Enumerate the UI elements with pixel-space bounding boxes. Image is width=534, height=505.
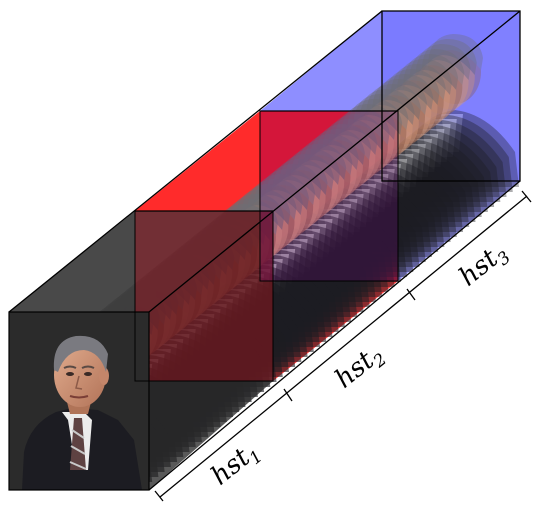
stacked-frame: [380, 54, 495, 207]
dimension-axis: [154, 190, 532, 502]
stacked-frame: [386, 49, 501, 202]
segment-hst1-box: [9, 211, 273, 490]
stacked-frame: [405, 34, 519, 187]
stacked-frame: [355, 74, 470, 227]
label-hst1: hst1: [206, 436, 267, 495]
stacked-frame: [361, 69, 476, 222]
tick-1: [283, 388, 293, 402]
stacked-frame: [392, 44, 507, 197]
tick-end: [521, 190, 532, 203]
hair: [53, 335, 108, 372]
ear: [99, 367, 109, 385]
stacked-frame: [349, 79, 464, 232]
hst2-front-face: [135, 211, 273, 381]
segment-hst3-box: [260, 11, 520, 281]
face-portrait: [22, 335, 142, 490]
front-frame: [8, 311, 150, 491]
stacked-frame: [373, 59, 488, 212]
face: [54, 343, 106, 407]
stacked-frame: [336, 89, 451, 242]
label-hst2: hst2: [330, 339, 391, 398]
hst1-top-face: [9, 211, 273, 312]
stacked-frame: [398, 39, 513, 192]
label-hst3: hst3: [454, 237, 515, 296]
box-edges: [8, 10, 521, 491]
tick-start: [154, 490, 164, 502]
stacked-frame: [330, 94, 445, 247]
hst3-front-face: [260, 111, 398, 281]
hst1-side-face: [149, 211, 273, 490]
stacked-frame: [367, 64, 482, 217]
stacked-frame: [324, 99, 439, 252]
tick-2: [406, 288, 416, 301]
stacked-frame: [342, 84, 457, 237]
hst3-back-face: [382, 11, 520, 181]
dimension-line: [159, 195, 528, 498]
front-frame-border: [8, 311, 150, 491]
